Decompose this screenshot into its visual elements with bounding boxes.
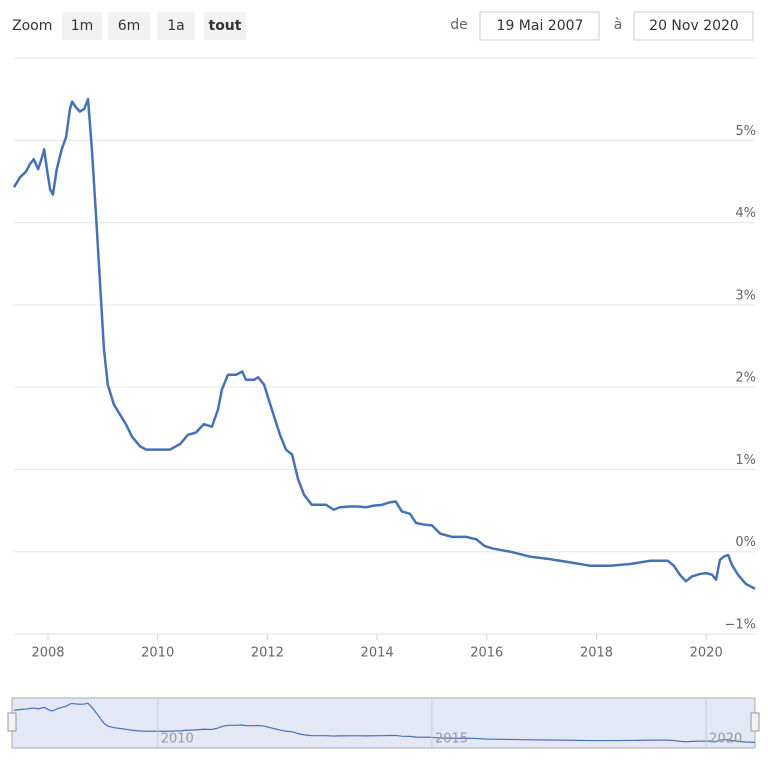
navigator-line: [13, 702, 756, 743]
x-tick-label: 2014: [361, 646, 394, 661]
to-input[interactable]: [633, 11, 754, 41]
zoom-button-label[interactable]: 1m: [71, 18, 94, 34]
navigator-tick-label: 2010: [161, 732, 194, 747]
x-tick-label: 2018: [580, 646, 613, 661]
x-tick-label: 2010: [141, 646, 174, 661]
y-tick-label: 1%: [735, 453, 756, 468]
y-tick-label: 2%: [735, 371, 756, 386]
navigator-handle[interactable]: [750, 712, 760, 732]
from-value[interactable]: 19 Mai 2007: [497, 18, 584, 34]
x-tick-label: 2012: [251, 646, 284, 661]
to-value[interactable]: 20 Nov 2020: [649, 18, 739, 34]
from-label: de: [450, 17, 468, 33]
zoom-button[interactable]: [204, 12, 246, 40]
zoom-label: Zoom: [12, 18, 52, 34]
navigator-tick-label: 2020: [709, 732, 742, 747]
navigator-tick-label: 2015: [435, 732, 468, 747]
to-label: à: [614, 17, 623, 33]
line: [12, 97, 756, 590]
y-tick-label: 4%: [735, 206, 756, 221]
x-tick-label: 2020: [690, 646, 723, 661]
zoom-button-label[interactable]: tout: [209, 18, 242, 34]
y-tick-label: 3%: [735, 288, 756, 303]
navigator-handle[interactable]: [7, 712, 17, 732]
from-input[interactable]: [479, 11, 600, 41]
zoom-button-label[interactable]: 1a: [167, 18, 185, 34]
x-tick-label: 2016: [470, 646, 503, 661]
y-tick-label: 0%: [735, 535, 756, 550]
zoom-button[interactable]: [157, 12, 195, 40]
zoom-button[interactable]: [108, 12, 150, 40]
zoom-button-label[interactable]: 6m: [118, 18, 141, 34]
y-tick-label: −1%: [724, 618, 756, 633]
y-tick-label: 5%: [735, 124, 756, 139]
zoom-button[interactable]: [62, 12, 102, 40]
x-tick-label: 2008: [31, 646, 64, 661]
